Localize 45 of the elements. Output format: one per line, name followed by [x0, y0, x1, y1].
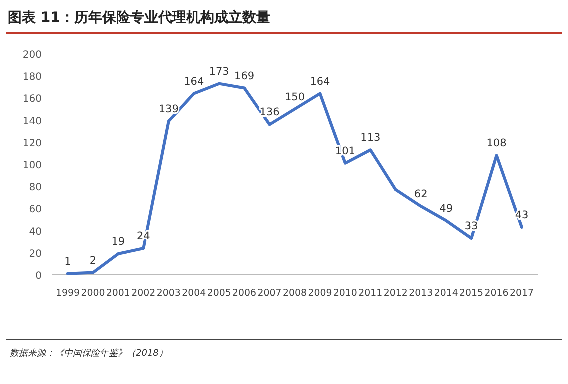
y-tick-label: 180 [22, 72, 42, 84]
chart-title: 图表 11：历年保险专业代理机构成立数量 [8, 9, 270, 26]
x-tick-label: 2006 [232, 288, 257, 299]
x-tick-label: 2002 [132, 288, 156, 299]
y-tick-label: 40 [29, 226, 42, 238]
x-tick-label: 2012 [384, 288, 408, 299]
data-label: 1 [64, 256, 72, 268]
x-tick-label: 1999 [56, 288, 80, 299]
y-tick-label: 200 [22, 50, 42, 61]
data-label: 108 [486, 138, 507, 150]
y-tick-label: 60 [29, 204, 42, 216]
data-label: 139 [158, 103, 179, 116]
data-label: 62 [414, 188, 428, 200]
data-label: 173 [209, 66, 230, 78]
data-label: 150 [284, 91, 306, 104]
y-tick-label: 120 [22, 138, 42, 150]
x-tick-label: 2003 [156, 288, 182, 299]
source-note: 数据来源：《中国保险年鉴》（2018） [10, 348, 168, 359]
y-tick-label: 20 [29, 248, 42, 260]
y-tick-label: 0 [36, 271, 42, 282]
x-tick-label: 2011 [358, 288, 383, 299]
x-tick-label: 2007 [258, 288, 282, 299]
x-tick-label: 2008 [283, 288, 308, 299]
data-label: 164 [184, 76, 204, 88]
x-tick-label: 2009 [308, 288, 332, 299]
y-tick-label: 100 [22, 160, 42, 172]
x-tick-label: 2014 [434, 288, 459, 299]
x-tick-label: 2016 [484, 288, 509, 299]
data-label: 164 [310, 76, 331, 88]
x-tick-label: 2001 [106, 288, 131, 299]
data-label: 113 [360, 132, 381, 144]
data-label: 49 [440, 202, 454, 215]
x-tick-label: 2010 [333, 288, 358, 299]
x-tick-label: 2013 [409, 288, 434, 299]
data-label: 2 [90, 254, 97, 267]
data-label: 169 [234, 70, 255, 82]
x-tick-label: 2015 [460, 288, 484, 299]
y-tick-label: 160 [22, 94, 42, 106]
x-tick-label: 2017 [510, 288, 534, 299]
x-tick-label: 2000 [81, 288, 106, 299]
y-tick-label: 140 [22, 116, 42, 128]
x-tick-label: 2004 [182, 288, 206, 299]
data-label: 19 [112, 236, 126, 248]
y-tick-label: 80 [29, 182, 42, 194]
x-tick-label: 2005 [207, 288, 232, 299]
